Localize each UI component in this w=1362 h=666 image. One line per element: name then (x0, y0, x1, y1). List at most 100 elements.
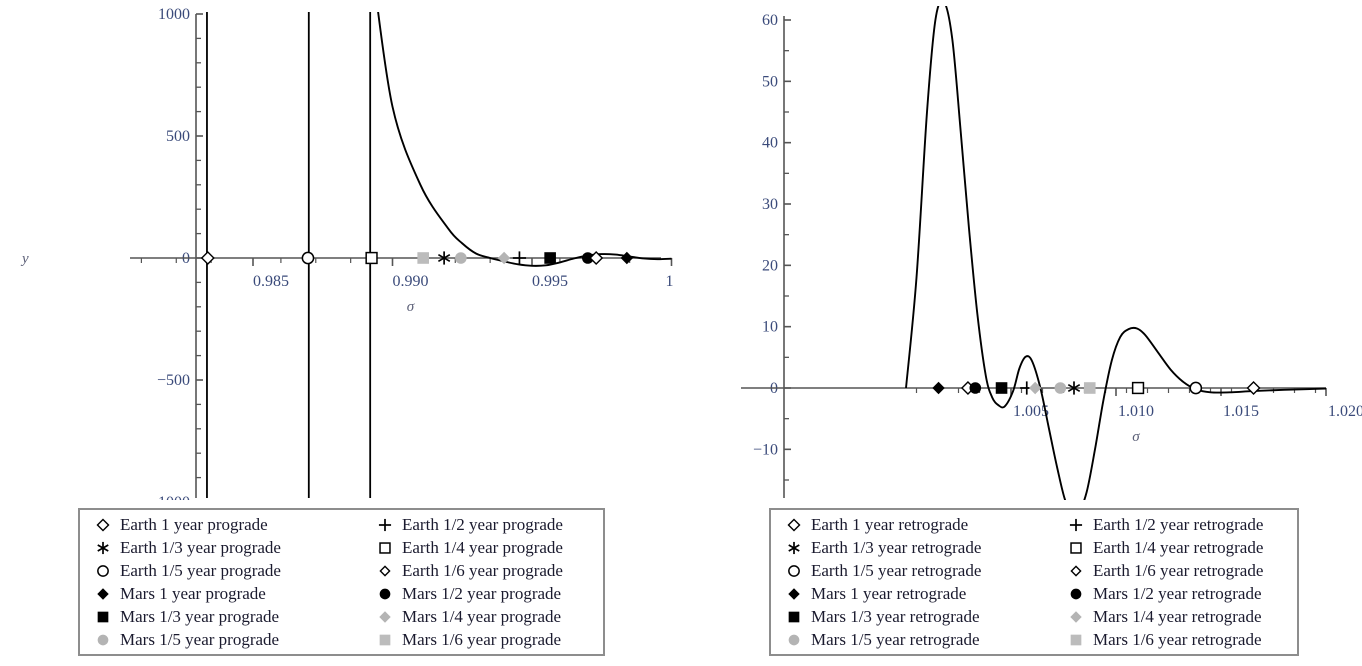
legend-label: Mars 1 year prograde (120, 584, 266, 603)
plot-marker (1189, 381, 1203, 395)
legend-symbol-filled-square (86, 605, 120, 628)
legend-label: Earth 1 year prograde (120, 515, 268, 534)
y-tick-label: 50 (762, 73, 778, 90)
legend-symbol-filled-square (368, 628, 402, 651)
plot-marker (1054, 382, 1067, 394)
plot-marker (589, 251, 604, 265)
x-tick-label: 1.020 (1328, 403, 1362, 420)
legend-label: Mars 1/4 year prograde (402, 607, 562, 626)
plot-marker (417, 252, 429, 264)
open-circle-legend-icon (97, 564, 109, 577)
plot-marker (497, 251, 511, 265)
y-tick-label: 1000 (158, 6, 190, 23)
y-tick-label: 60 (762, 12, 778, 29)
plot-marker (455, 252, 467, 264)
legend-symbol-filled-square (777, 605, 811, 628)
legend-label: Earth 1/3 year retrograde (811, 538, 982, 557)
plot-marker (1028, 381, 1042, 395)
legend-label: Earth 1/2 year retrograde (1093, 515, 1264, 534)
chart-panel-retrograde: −20−1001020304050601.0051.0101.0151.020σ… (681, 0, 1362, 666)
legend-symbol-filled-diamond (777, 582, 811, 605)
legend-label: Earth 1/5 year prograde (120, 561, 281, 580)
legend-label: Mars 1/2 year retrograde (1093, 584, 1262, 603)
plot-marker (1083, 382, 1096, 394)
legend-symbol-open-diamond (777, 513, 811, 536)
filled-circle-legend-icon (788, 634, 800, 645)
y-tick-label: −1000 (149, 494, 190, 500)
x-tick-label: 1.010 (1118, 403, 1154, 420)
legend-symbol-open-circle (86, 559, 120, 582)
legend-label: Earth 1/4 year retrograde (1093, 538, 1264, 557)
y-tick-label: 30 (762, 196, 778, 213)
legend-label: Earth 1/4 year prograde (402, 538, 563, 557)
x-axis-label: σ (1132, 429, 1140, 445)
legend-label: Mars 1/3 year retrograde (811, 607, 980, 626)
plus-legend-icon (1069, 518, 1083, 531)
plot-marker (512, 251, 527, 265)
marker-group-retrograde (932, 381, 1261, 395)
legend-label: Mars 1/2 year prograde (402, 584, 562, 603)
legend-symbol-plus (1059, 513, 1093, 536)
curve-group-prograde (206, 12, 672, 498)
legend-symbol-filled-diamond (1059, 605, 1093, 628)
plot-marker (1067, 381, 1081, 395)
marker-group-prograde (200, 251, 634, 265)
legend-symbol-open-square (368, 536, 402, 559)
open-diamond-sm-legend-icon (379, 564, 391, 577)
x-tick-label: 0.990 (393, 273, 429, 290)
legend-symbol-filled-diamond (368, 605, 402, 628)
plot-marker (437, 251, 451, 265)
y-tick-label: 40 (762, 135, 778, 152)
legend-symbol-filled-circle (1059, 582, 1093, 605)
legend-symbol-star (86, 536, 120, 559)
open-diamond-legend-icon (96, 517, 110, 532)
filled-diamond-legend-icon (379, 610, 391, 623)
legend-symbol-star (777, 536, 811, 559)
legend-symbol-open-circle (777, 559, 811, 582)
legend-label: Mars 1/3 year prograde (120, 607, 280, 626)
legend-label: Earth 1/2 year prograde (402, 515, 563, 534)
filled-square-legend-icon (1070, 634, 1082, 645)
legend-label: Earth 1 year retrograde (811, 515, 969, 534)
star-legend-icon (788, 541, 800, 554)
x-axis-label: σ (407, 299, 415, 315)
plot-marker (995, 382, 1008, 394)
legend-symbol-filled-circle (777, 628, 811, 651)
data-curve-prograde (377, 12, 672, 267)
x-tick-label: 1 (666, 273, 674, 290)
plot-marker (620, 251, 634, 265)
plot-marker (544, 252, 556, 264)
curve-group-retrograde (905, 6, 1327, 500)
plot-marker (200, 251, 215, 265)
legend-prograde: Earth 1 year prograde Earth 1/2 year prog… (78, 508, 605, 656)
legend-symbol-filled-circle (368, 582, 402, 605)
plot-marker (1246, 381, 1261, 395)
legend-label: Earth 1/5 year retrograde (811, 561, 982, 580)
star-legend-icon (97, 541, 109, 554)
y-tick-label: 500 (166, 128, 190, 145)
legend-symbol-filled-square (1059, 628, 1093, 651)
plot-marker (365, 251, 378, 265)
open-square-legend-icon (379, 541, 391, 554)
filled-circle-legend-icon (379, 588, 391, 599)
y-tick-label: 20 (762, 257, 778, 274)
legend-symbol-open-diamond (86, 513, 120, 536)
filled-square-legend-icon (379, 634, 391, 645)
y-tick-label: −500 (157, 372, 190, 389)
plus-legend-icon (378, 518, 392, 531)
filled-diamond-legend-icon (788, 587, 800, 600)
legend-label: Mars 1/4 year retrograde (1093, 607, 1262, 626)
filled-circle-legend-icon (97, 634, 109, 645)
open-diamond-sm-legend-icon (1070, 564, 1082, 577)
legend-label: Mars 1/5 year prograde (120, 630, 280, 649)
legend-label: Mars 1/5 year retrograde (811, 630, 980, 649)
plot-marker (582, 252, 594, 264)
filled-circle-legend-icon (1070, 588, 1082, 599)
legend-symbol-filled-diamond (86, 582, 120, 605)
filled-diamond-legend-icon (1070, 610, 1082, 623)
legend-symbol-plus (368, 513, 402, 536)
legend-symbol-open-diamond-sm (1059, 559, 1093, 582)
legend-symbol-open-diamond-sm (368, 559, 402, 582)
